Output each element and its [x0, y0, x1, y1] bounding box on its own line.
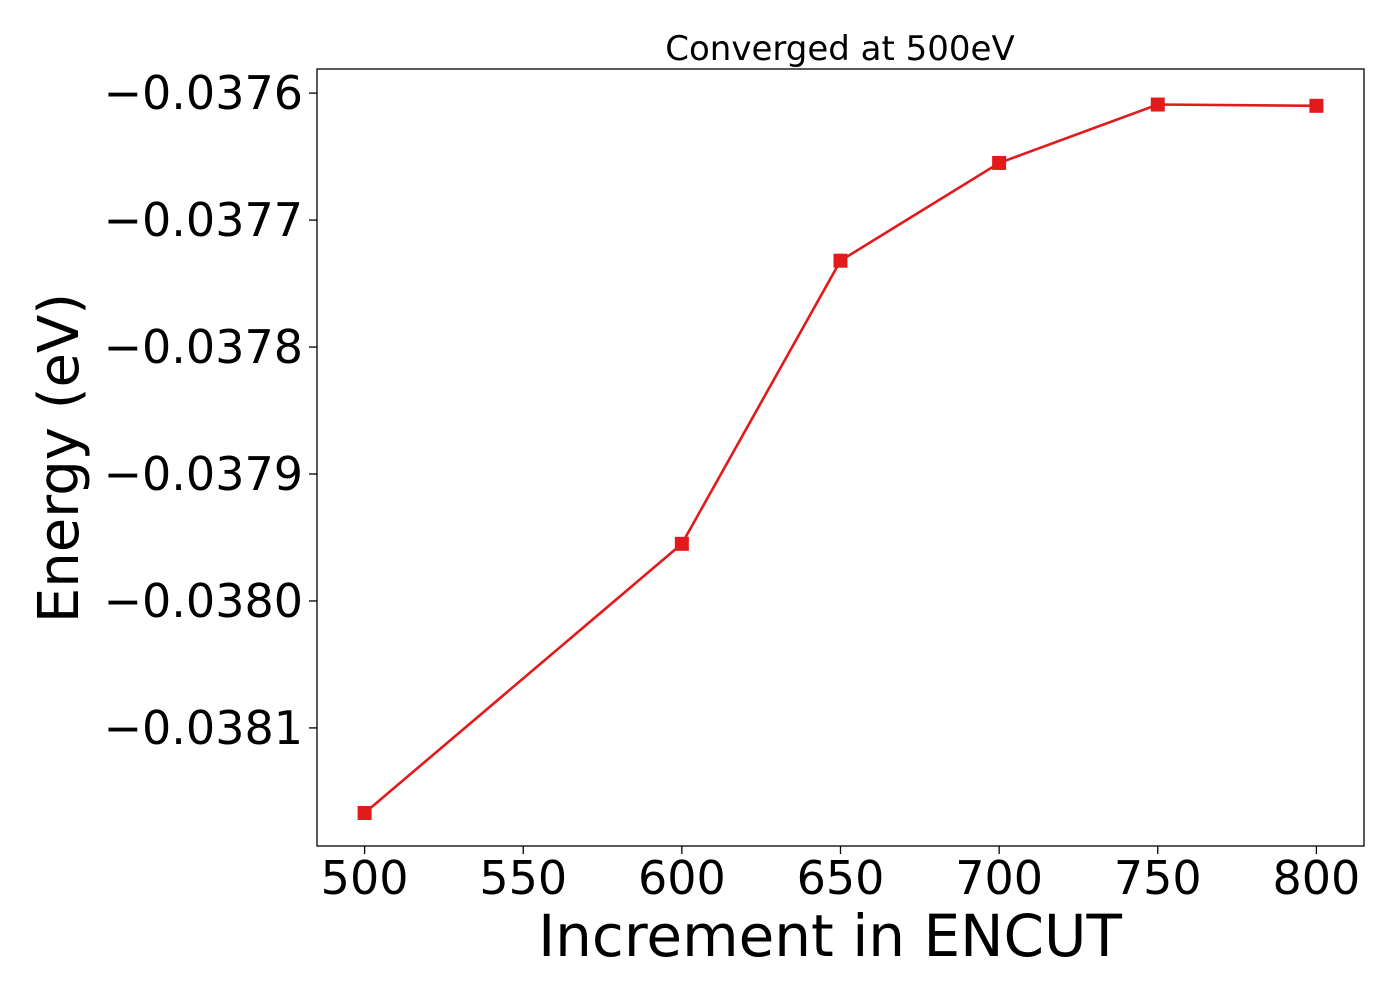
series-line [363, 103, 1317, 814]
y-axis-ticks: −0.0376 −0.0377 −0.0378 −0.0379 −0.0380 −0.03… [104, 66, 317, 755]
plot-frame [316, 68, 1365, 847]
plot-area [316, 68, 1365, 847]
x-tick-label: 800 [1273, 851, 1361, 905]
x-tick-label: 700 [955, 851, 1043, 905]
data-point-marker [1150, 97, 1165, 112]
x-axis-ticks: 500 550 600 650 700 750 800 [321, 846, 1361, 905]
y-tick-label: −0.0376 [104, 66, 304, 120]
data-point-marker [357, 805, 372, 820]
y-tick-label: −0.0379 [104, 447, 304, 501]
y-tick-label: −0.0380 [104, 574, 304, 628]
x-axis-label: Increment in ENCUT [538, 902, 1122, 970]
x-tick-label: 550 [479, 851, 567, 905]
y-tick-label: −0.0381 [104, 701, 304, 755]
data-point-marker [674, 536, 689, 551]
x-tick-label: 750 [1114, 851, 1202, 905]
x-tick-label: 500 [321, 851, 409, 905]
x-tick-label: 600 [638, 851, 726, 905]
data-point-marker [833, 253, 848, 268]
y-tick-label: −0.0378 [104, 320, 304, 374]
data-point-marker [1309, 98, 1324, 113]
y-axis-label: Energy (eV) [27, 293, 92, 623]
chart-title: Converged at 500eV [665, 29, 1014, 69]
x-tick-label: 650 [797, 851, 885, 905]
data-point-marker [992, 155, 1007, 170]
y-tick-label: −0.0377 [104, 193, 304, 247]
